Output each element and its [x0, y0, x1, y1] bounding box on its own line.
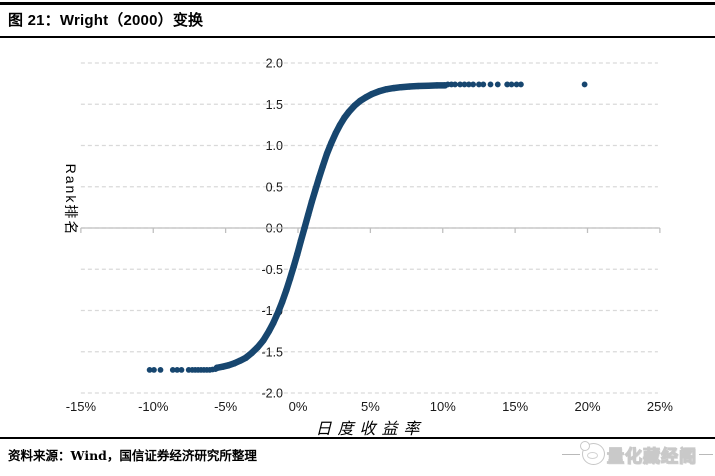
rank-curve-point	[286, 275, 294, 282]
logo-left-rule	[562, 453, 580, 455]
rank-curve-point	[236, 357, 244, 364]
y-tick-label: 1.5	[266, 98, 283, 112]
watermark-logo: 量化藏经阁	[562, 440, 713, 468]
outlier-point	[508, 81, 515, 88]
outlier-point	[178, 367, 185, 373]
rank-curve-point	[260, 337, 267, 344]
outlier-point	[470, 81, 477, 88]
figure-title: 图 21：Wright（2000）变换	[8, 12, 204, 29]
rank-curve-point	[270, 319, 277, 326]
rank-curve-point	[319, 163, 326, 170]
rank-curve-point	[254, 344, 261, 351]
outlier-point	[146, 367, 153, 373]
rank-curve-point	[294, 250, 301, 258]
outlier-point	[494, 81, 501, 88]
outlier-point	[487, 81, 494, 88]
rank-curve-point	[278, 298, 286, 306]
rank-curve-point	[274, 310, 281, 317]
rank-curve-point	[351, 102, 358, 109]
outlier-point	[476, 81, 482, 88]
outlier-point	[174, 367, 181, 373]
mascot-icon	[580, 441, 605, 465]
rank-curve-point	[323, 150, 331, 158]
y-axis-title: Rank排名	[63, 163, 79, 237]
rank-curve-point	[345, 108, 352, 116]
x-axis-title: 日度收益率	[315, 419, 426, 438]
rank-curve-point	[397, 83, 404, 91]
x-tick-label: 15%	[502, 399, 528, 414]
y-tick-label: -2.0	[261, 387, 283, 401]
rank-curve-point	[433, 82, 441, 89]
rank-curve-point	[265, 327, 273, 335]
rank-curve-point	[225, 362, 232, 369]
rank-curve-point	[390, 84, 397, 92]
outlier-point	[157, 367, 164, 373]
rank-curve-point	[297, 237, 305, 244]
outlier-point	[581, 81, 588, 88]
rank-curve-point	[290, 263, 297, 270]
rank-curve-point	[328, 139, 335, 147]
rank-curve-point	[332, 130, 339, 137]
y-tick-label: 0.5	[266, 180, 283, 194]
logo-text: 量化藏经阁	[606, 446, 697, 466]
rank-curve-point	[383, 86, 390, 93]
y-tick-label: -0.5	[261, 263, 283, 277]
y-tick-label: -1.5	[261, 345, 283, 359]
rank-transform-scatter-plot: 2.01.51.00.50.0-0.5-1.0-1.5-2.0-15% -10% -…	[66, 57, 674, 415]
y-tick-label: 1.0	[266, 139, 283, 153]
rank-curve-point	[304, 211, 312, 219]
footer-divider	[0, 437, 715, 439]
rank-curve-point	[336, 121, 344, 129]
outlier-point	[151, 367, 157, 373]
outlier-point	[504, 81, 511, 88]
outlier-point	[480, 81, 487, 88]
outlier-point	[452, 81, 458, 88]
rank-curve-point	[375, 88, 383, 95]
outlier-point	[465, 81, 472, 88]
x-tick-label: -5%	[214, 399, 238, 414]
x-tick-label: 0%	[289, 399, 308, 414]
outlier-point	[169, 367, 176, 373]
rank-curve-point	[406, 83, 413, 90]
x-tick-label: -15%	[66, 399, 97, 414]
outlier-point	[212, 366, 219, 372]
logo-right-rule	[699, 453, 713, 455]
chart-area: 2.0 1.5 1.0 0.5 0.0 -0.5 -1.0 -1.5 -2.0 -15% -10% -…	[0, 40, 715, 437]
rank-curve-point	[315, 174, 323, 182]
x-tick-label: 10%	[430, 399, 456, 414]
rank-curve-point	[414, 82, 422, 90]
rank-curve-point	[425, 82, 432, 89]
top-border-bar	[0, 2, 715, 5]
rank-curve-band	[213, 82, 449, 372]
x-tick-label: 20%	[574, 399, 600, 414]
rank-curve-point	[242, 354, 250, 361]
rank-curve-point	[301, 224, 308, 232]
x-tick-label: -10%	[138, 399, 169, 414]
rank-curve-point	[357, 97, 364, 105]
rank-curve-point	[219, 363, 226, 370]
outlier-point	[518, 81, 524, 88]
rank-curve-point	[312, 186, 319, 194]
rank-curve-point	[362, 94, 370, 101]
title-divider	[0, 36, 715, 38]
rank-curve-point	[368, 90, 376, 98]
rank-curve-point	[283, 286, 290, 294]
outlier-point	[461, 81, 468, 88]
data-source-note: 资料来源：Wind，国信证券经济研究所整理	[8, 448, 257, 463]
x-tick-label: 5%	[361, 399, 380, 414]
rank-curve-point	[341, 114, 348, 122]
x-tick-label: 25%	[647, 399, 673, 414]
rank-curve-point	[308, 198, 315, 205]
y-tick-label: 2.0	[266, 57, 283, 71]
rank-curve-point	[231, 360, 238, 367]
rank-curve-point	[248, 349, 255, 357]
outlier-point	[457, 81, 464, 88]
outlier-point	[513, 81, 520, 88]
